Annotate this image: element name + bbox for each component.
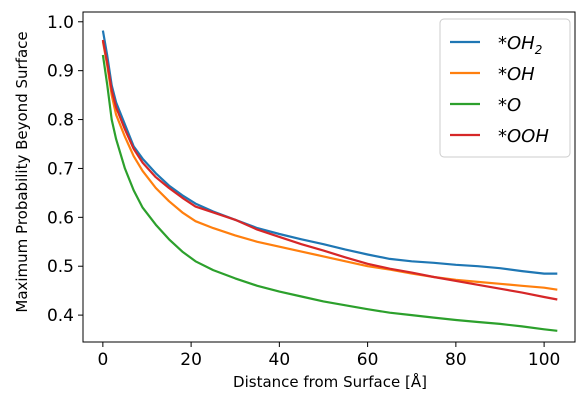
plot-frame (82, 11, 576, 343)
x-tick-label: 80 (445, 350, 467, 370)
series-line-0 (101, 30, 558, 275)
legend: *OH2 *OH *O *OOH (439, 18, 571, 158)
ticks: 0 20 40 60 80 100 0.4 0.5 0.6 0.7 0.8 0.9 1.0 (47, 13, 560, 370)
series-line-2 (101, 54, 558, 332)
x-tick-label: 40 (269, 350, 291, 370)
y-tick-label: 1.0 (47, 13, 74, 33)
y-tick-label: 0.6 (47, 208, 74, 228)
x-tick-label: 60 (357, 350, 379, 370)
y-tick-label: 0.9 (47, 62, 74, 82)
y-axis-label: Maximum Probability Beyond Surface (13, 31, 31, 312)
y-tick-label: 0.4 (47, 306, 74, 326)
legend-frame (439, 18, 571, 158)
legend-label-2: *O (498, 95, 521, 116)
x-axis-label: Distance from Surface [Å] (233, 372, 427, 391)
legend-label-1: *OH (498, 64, 535, 85)
y-tick-label: 0.8 (47, 111, 74, 131)
y-tick-label: 0.7 (47, 159, 74, 179)
series-line-3 (101, 39, 558, 301)
series-lines (101, 30, 558, 332)
series-line-1 (101, 41, 558, 291)
y-tick-label: 0.5 (47, 257, 74, 277)
x-tick-label: 20 (180, 350, 202, 370)
legend-label-0: *OH2 (498, 33, 542, 57)
x-tick-label: 0 (97, 350, 108, 370)
legend-label-3: *OOH (498, 126, 549, 147)
axes (82, 11, 576, 343)
x-tick-label: 100 (528, 350, 560, 370)
